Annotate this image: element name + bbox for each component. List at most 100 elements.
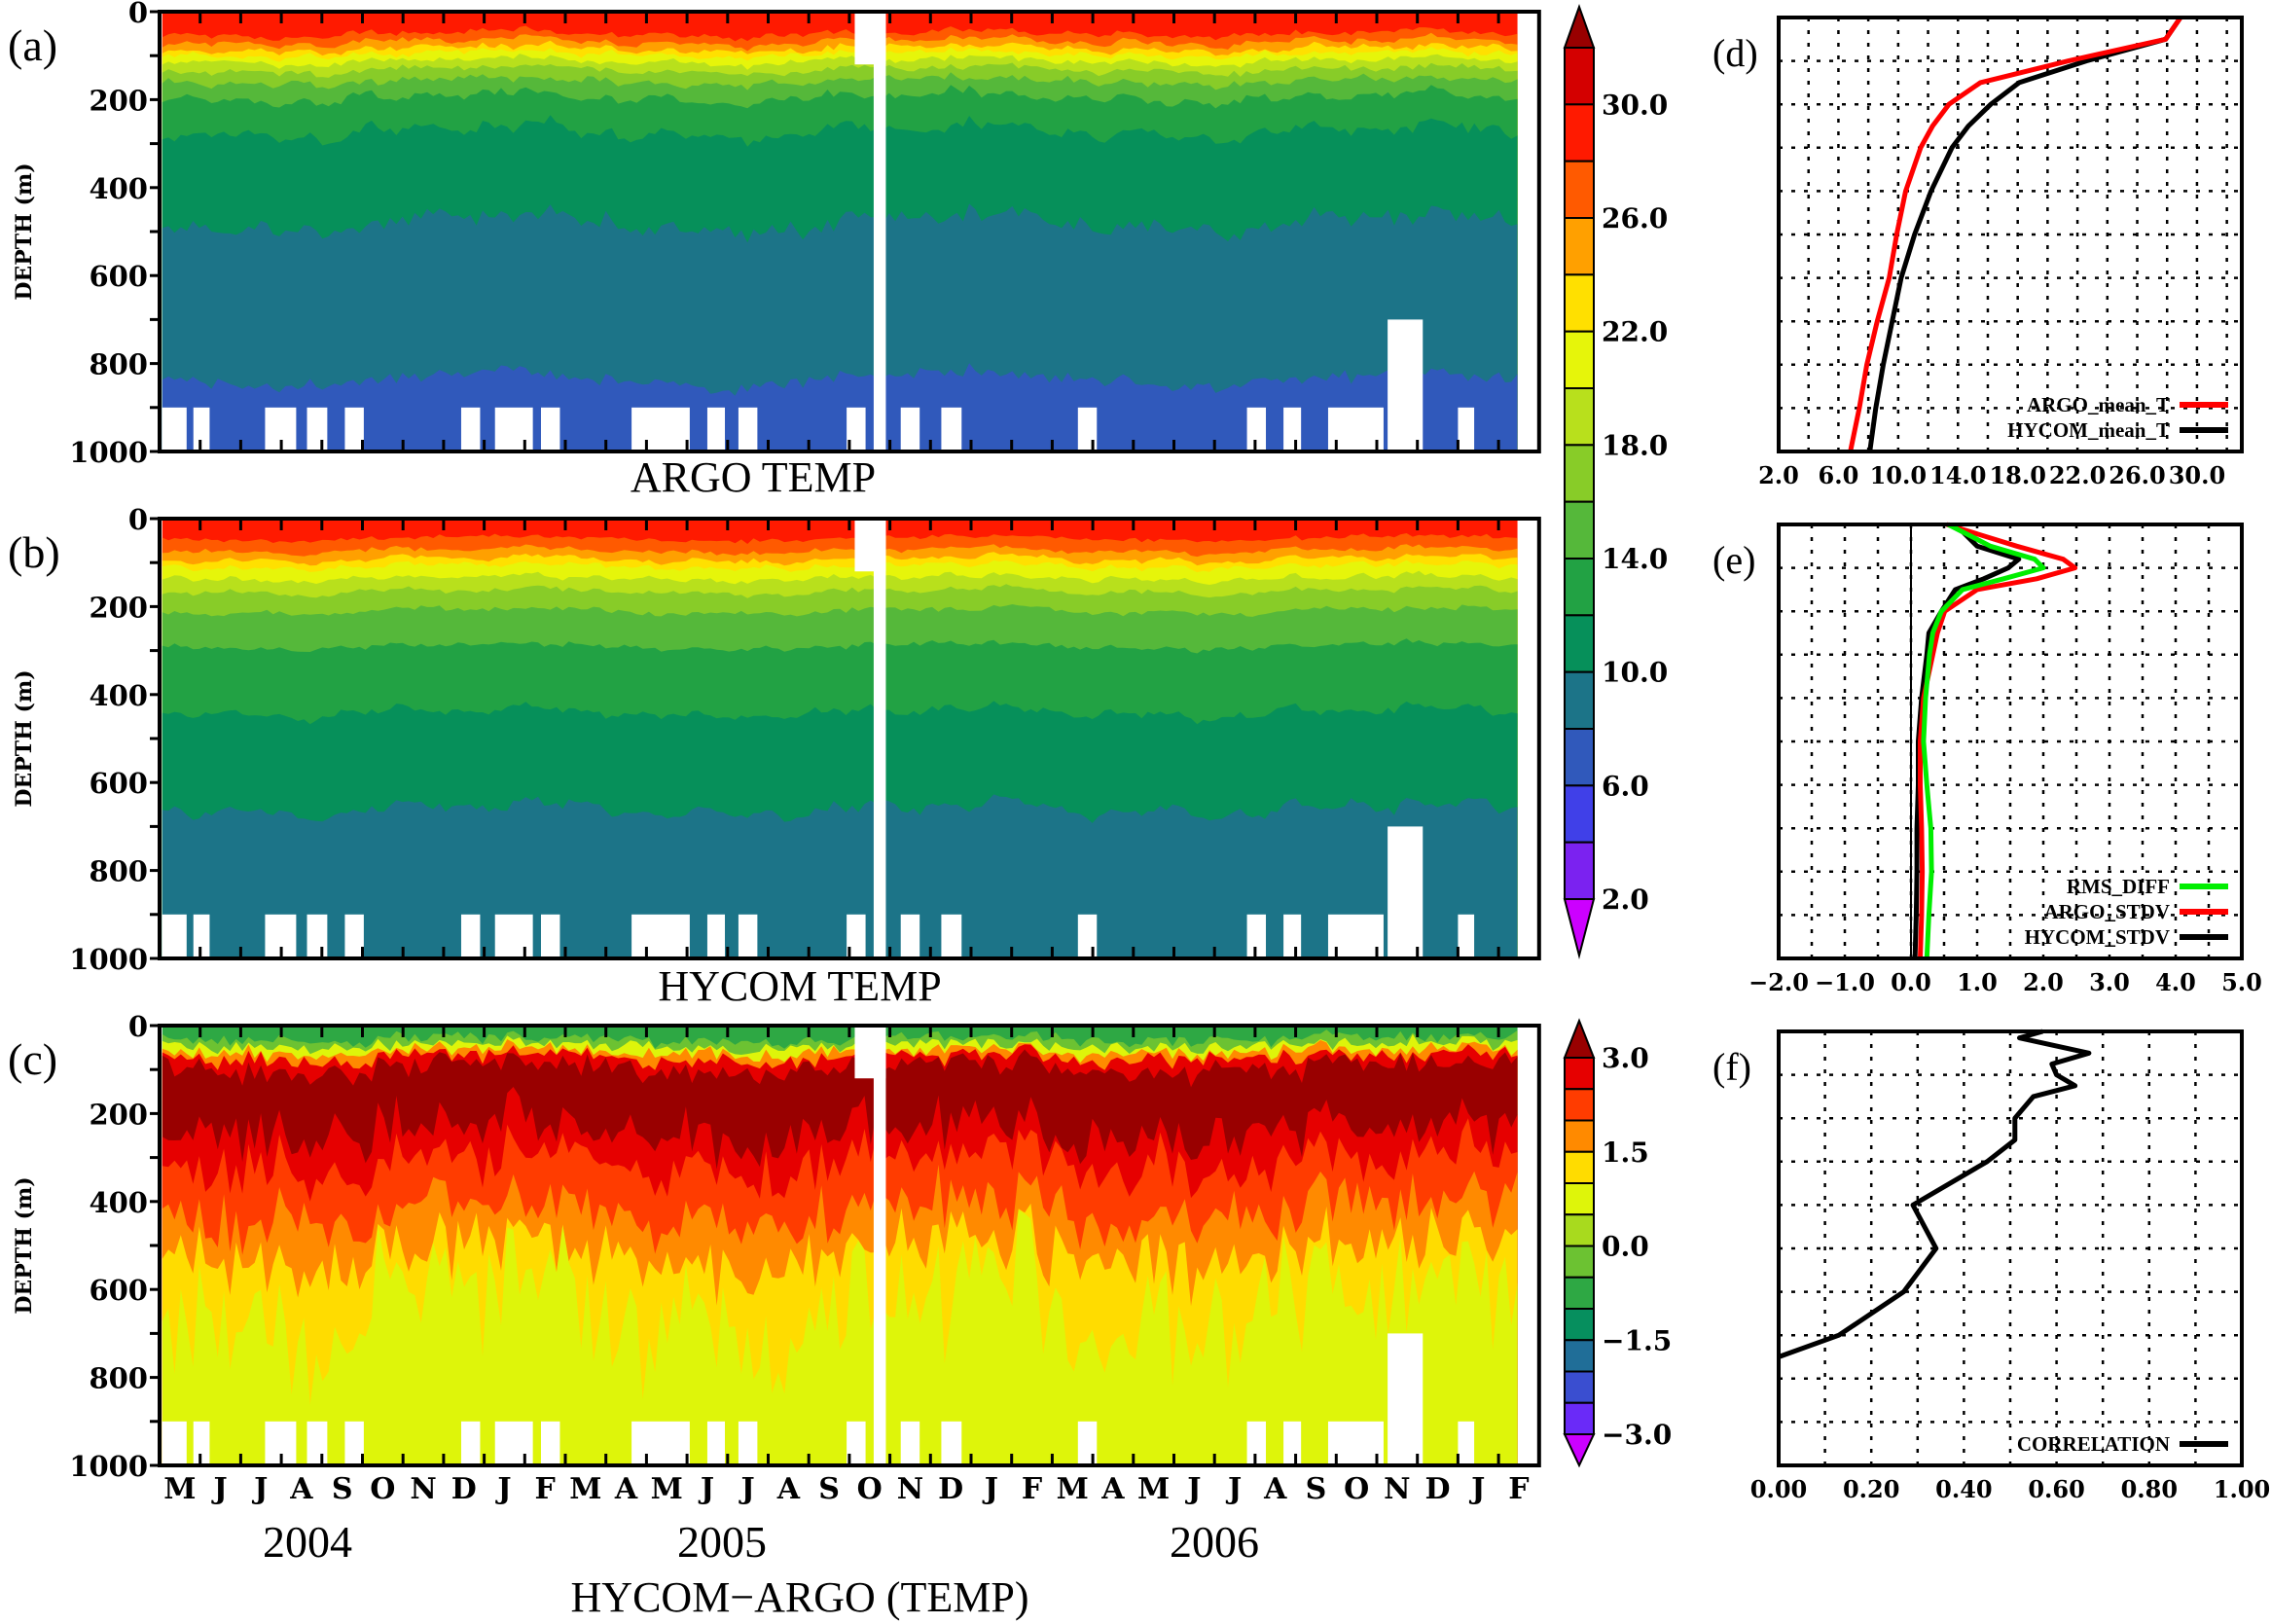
missing-data-gap — [900, 914, 920, 958]
plot-frame — [1777, 16, 2244, 453]
depth-tick-label: 200 — [89, 1098, 148, 1131]
x-tick-label: 0.60 — [2028, 1475, 2084, 1503]
temperature-colorbar: 30.0 26.0 22.0 18.0 14.0 10.0 6.0 2.0 — [1563, 4, 1668, 959]
colorbar-box — [1564, 1370, 1595, 1404]
colorbar-over-triangle — [1563, 1018, 1596, 1059]
depth-tick-label: 400 — [89, 172, 148, 205]
month-label: S — [818, 1472, 840, 1506]
missing-data-gap — [631, 1421, 690, 1465]
missing-data-gap — [193, 914, 210, 958]
colorbar-over-triangle — [1563, 4, 1596, 49]
legend-label: ARGO_STDV — [2043, 900, 2170, 923]
colorbar-box — [1564, 1308, 1595, 1342]
legend-label: HYCOM_STDV — [2025, 925, 2170, 949]
missing-data-gap — [306, 914, 328, 958]
missing-data-gap — [162, 407, 187, 451]
colorbar-tick-label: 0.0 — [1602, 1231, 1649, 1263]
depth-tick-label: 200 — [89, 84, 148, 117]
missing-data-gap — [847, 407, 866, 451]
month-label: J — [494, 1472, 511, 1506]
month-label: J — [210, 1472, 227, 1506]
month-label: J — [1225, 1472, 1242, 1506]
month-label: N — [410, 1472, 436, 1506]
depth-axis-label: DEPTH (m) — [12, 162, 37, 300]
missing-data-gap — [344, 1421, 364, 1465]
month-label: D — [451, 1472, 477, 1506]
panel-c: 0 200 400 600 800 1000 DEPTH (m) (c) — [8, 1010, 1541, 1483]
missing-data-gap — [1283, 1421, 1302, 1465]
colorbar-tick-label: 26.0 — [1602, 202, 1668, 235]
x-tick-label: 10.0 — [1870, 461, 1927, 489]
missing-data-gap — [1458, 914, 1475, 958]
missing-data-gap — [162, 1421, 187, 1465]
missing-data-gap — [460, 914, 481, 958]
x-tick-label: 0.00 — [1750, 1475, 1807, 1503]
colorbar-tick-label: 18.0 — [1602, 429, 1668, 461]
x-tick-label: 1.0 — [1957, 968, 1998, 996]
colorbar-tick-label: −3.0 — [1602, 1419, 1672, 1451]
depth-tick-label: 800 — [89, 855, 148, 888]
missing-data-gap — [706, 407, 726, 451]
missing-data-gap — [847, 914, 866, 958]
x-tick-label: 0.0 — [1891, 968, 1931, 996]
month-label: A — [776, 1472, 801, 1506]
time-depth-panels: 0 200 400 600 800 1000 DEPTH (m) (a) 0 200 400 600 8… — [8, 0, 1541, 1506]
missing-data-gap — [1246, 407, 1267, 451]
colorbar-tick-label: 3.0 — [1602, 1042, 1649, 1074]
x-tick-label: 18.0 — [1989, 461, 2045, 489]
colorbar-tick-label: 14.0 — [1602, 543, 1668, 575]
panel-a-title: ARGO TEMP — [631, 453, 876, 501]
colorbar-box — [1564, 1276, 1595, 1310]
missing-data-gap — [941, 1421, 962, 1465]
month-label: A — [1100, 1472, 1125, 1506]
missing-data-gap — [1388, 826, 1424, 958]
colorbar-tick-label: 10.0 — [1602, 657, 1668, 689]
missing-data-gap — [738, 914, 758, 958]
colorbar-tick-label: 6.0 — [1602, 770, 1649, 802]
depth-tick-label: 1000 — [69, 943, 148, 976]
legend-label: RMS_DIFF — [2067, 875, 2170, 898]
depth-tick-label: 0 — [128, 1010, 148, 1043]
panel-label: (a) — [8, 20, 57, 70]
x-tick-label: 0.20 — [1843, 1475, 1899, 1503]
colorbar-under-triangle — [1563, 898, 1596, 959]
colorbar-tick-label: 22.0 — [1602, 316, 1668, 348]
series-line-hycom-mean-t — [1867, 16, 2183, 452]
missing-data-gap — [1388, 1333, 1424, 1465]
series-line-rms-diff — [1921, 522, 2046, 959]
missing-data-gap — [540, 407, 560, 451]
month-label: F — [534, 1472, 555, 1506]
x-tick-label: 1.00 — [2214, 1475, 2270, 1503]
month-label: S — [332, 1472, 353, 1506]
month-label: N — [897, 1472, 923, 1506]
contour-band-10 — [162, 794, 1518, 958]
month-label: O — [370, 1472, 395, 1506]
missing-data-gap — [193, 1421, 210, 1465]
x-tick-label: 5.0 — [2221, 968, 2262, 996]
month-label: A — [289, 1472, 313, 1506]
depth-tick-label: 600 — [89, 1274, 148, 1307]
missing-data-gap — [900, 1421, 920, 1465]
missing-data-gap — [306, 407, 328, 451]
x-tick-label: 2.0 — [1758, 461, 1799, 489]
colorbar-box — [1564, 444, 1595, 503]
missing-data-gap — [460, 407, 481, 451]
colorbar-box — [1564, 1182, 1595, 1216]
month-label: D — [938, 1472, 963, 1506]
missing-data-gap — [306, 1421, 328, 1465]
missing-data-gap — [344, 914, 364, 958]
x-tick-label: 2.0 — [2023, 968, 2064, 996]
missing-data-gap — [873, 1026, 886, 1465]
year-label-2005: 2005 — [677, 1517, 767, 1567]
panel-f: 0.00 0.20 0.40 0.60 0.80 1.00 CORRELATION (f) — [1712, 1029, 2270, 1503]
colorbar-box — [1564, 1245, 1595, 1279]
month-label: M — [651, 1472, 683, 1506]
panel-label: (e) — [1712, 538, 1755, 582]
month-label: J — [251, 1472, 268, 1506]
x-tick-label: 26.0 — [2109, 461, 2165, 489]
month-label: O — [857, 1472, 883, 1506]
depth-tick-label: 600 — [89, 260, 148, 293]
month-label: A — [1263, 1472, 1287, 1506]
panel-label: (b) — [8, 527, 60, 577]
